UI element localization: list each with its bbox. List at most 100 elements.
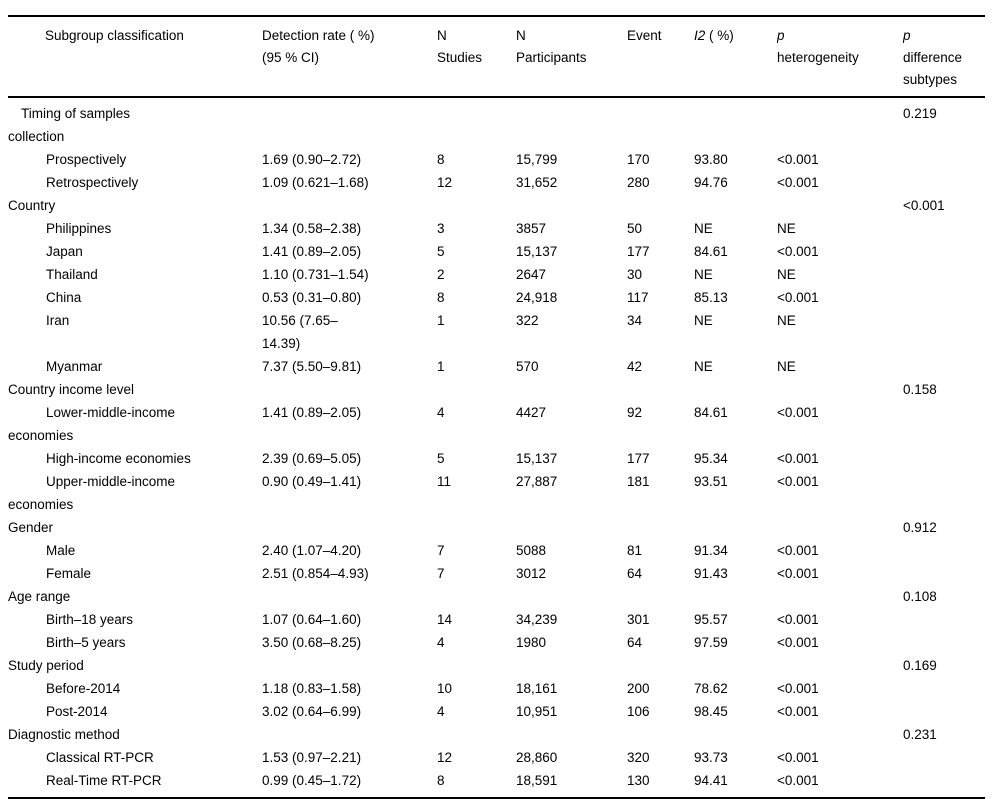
cell-p-het: <0.001 — [777, 405, 819, 420]
cell-label: Lower-middle-income economies — [8, 405, 176, 443]
cell-i2 — [694, 723, 777, 746]
cell-n-participants — [516, 723, 627, 746]
cell-detection: 3.50 (0.68–8.25) — [262, 635, 362, 650]
p-symbol: p — [777, 28, 785, 43]
cell-p-diff: <0.001 — [903, 198, 945, 213]
cell-n-studies: 5 — [437, 244, 445, 259]
cell-detection — [262, 723, 437, 746]
cell-i2: 91.34 — [694, 543, 728, 558]
subgroup-section-row: Timing of samples collection 0.219 — [8, 97, 985, 148]
cell-label: Timing of samples collection — [8, 106, 131, 144]
cell-p-het: <0.001 — [777, 612, 819, 627]
subgroup-item-row: Post-2014 3.02 (0.64–6.99) 4 10,951 106 98.45… — [8, 700, 985, 723]
cell-detection: 2.51 (0.854–4.93) — [262, 566, 369, 581]
subgroup-item-row: Retrospectively 1.09 (0.621–1.68) 12 31,652… — [8, 171, 985, 194]
cell-p-diff: 0.169 — [903, 658, 937, 673]
cell-i2: 93.51 — [694, 474, 728, 489]
subgroup-section-row: Age range 0.108 — [8, 585, 985, 608]
cell-p-het: NE — [777, 221, 796, 236]
cell-p-het: <0.001 — [777, 543, 819, 558]
cell-label: Country — [8, 198, 56, 213]
cell-event: 92 — [627, 405, 643, 420]
cell-n-participants: 31,652 — [516, 175, 558, 190]
cell-p-diff — [903, 148, 985, 171]
subgroup-item-row: Before-2014 1.18 (0.83–1.58) 10 18,161 200 78… — [8, 677, 985, 700]
col-header-n-studies: N Studies — [437, 16, 516, 98]
subgroup-item-row: Real-Time RT-PCR 0.99 (0.45–1.72) 8 18,591 1… — [8, 769, 985, 798]
cell-event: 177 — [627, 244, 650, 259]
cell-event — [627, 723, 694, 746]
cell-label: Female — [46, 566, 92, 581]
cell-p-diff: 0.158 — [903, 382, 937, 397]
cell-n-participants: 15,137 — [516, 244, 558, 259]
cell-i2: 95.57 — [694, 612, 728, 627]
subgroup-item-row: Birth–5 years 3.50 (0.68–8.25) 4 1980 64 97.5… — [8, 631, 985, 654]
cell-event: 64 — [627, 635, 643, 650]
cell-n-studies: 1 — [437, 313, 445, 328]
cell-i2: NE — [694, 359, 713, 374]
cell-n-studies: 10 — [437, 681, 453, 696]
cell-detection: 1.10 (0.731–1.54) — [262, 267, 369, 282]
cell-detection — [262, 378, 437, 401]
subgroup-item-row: China 0.53 (0.31–0.80) 8 24,918 117 85.13 <0.0… — [8, 286, 985, 309]
cell-label: Classical RT-PCR — [46, 750, 154, 765]
cell-p-het: <0.001 — [777, 451, 819, 466]
cell-n-studies: 14 — [437, 612, 453, 627]
cell-n-participants: 15,137 — [516, 451, 558, 466]
cell-detection: 0.99 (0.45–1.72) — [262, 773, 362, 788]
cell-n-participants: 3857 — [516, 221, 547, 236]
cell-n-studies: 7 — [437, 566, 445, 581]
cell-label: Retrospectively — [46, 175, 139, 190]
cell-p-diff: 0.912 — [903, 520, 937, 535]
cell-p-diff — [903, 240, 985, 263]
cell-n-participants — [516, 97, 627, 148]
cell-detection: 1.41 (0.89–2.05) — [262, 244, 362, 259]
subgroup-item-row: Birth–18 years 1.07 (0.64–1.60) 14 34,239 30… — [8, 608, 985, 631]
i2-unit: ( %) — [705, 28, 734, 43]
cell-n-studies — [437, 516, 516, 539]
table-header: Subgroup classification Detection rate (… — [8, 16, 985, 98]
cell-p-diff — [903, 677, 985, 700]
cell-p-diff — [903, 608, 985, 631]
p-symbol: p — [903, 28, 911, 43]
subgroup-section-row: Diagnostic method 0.231 — [8, 723, 985, 746]
cell-i2: 84.61 — [694, 244, 728, 259]
subgroup-item-row: Myanmar 7.37 (5.50–9.81) 1 570 42 NE NE — [8, 355, 985, 378]
cell-label: Post-2014 — [46, 704, 108, 719]
cell-p-diff — [903, 355, 985, 378]
cell-i2: 78.62 — [694, 681, 728, 696]
table-body: Timing of samples collection 0.219 Prospec… — [8, 97, 985, 798]
cell-event: 117 — [627, 290, 649, 305]
cell-n-participants — [516, 654, 627, 677]
cell-detection: 1.07 (0.64–1.60) — [262, 612, 362, 627]
cell-p-het: <0.001 — [777, 566, 819, 581]
cell-event: 170 — [627, 152, 650, 167]
cell-i2: 93.73 — [694, 750, 728, 765]
cell-event: 280 — [627, 175, 650, 190]
cell-n-studies: 5 — [437, 451, 445, 466]
cell-event — [627, 194, 694, 217]
cell-label: Upper-middle-income economies — [8, 474, 176, 512]
cell-n-participants: 2647 — [516, 267, 547, 282]
i2-symbol: I2 — [694, 28, 706, 43]
cell-p-het: NE — [777, 359, 796, 374]
p-heterogeneity-word: heterogeneity — [777, 50, 859, 65]
cell-label: China — [46, 290, 82, 305]
cell-n-studies: 11 — [437, 474, 452, 489]
cell-event: 42 — [627, 359, 643, 374]
cell-label: Gender — [8, 520, 54, 535]
cell-n-studies: 1 — [437, 359, 445, 374]
cell-n-participants: 28,860 — [516, 750, 558, 765]
cell-p-diff: 0.219 — [903, 106, 937, 121]
cell-event — [627, 654, 694, 677]
cell-event: 81 — [627, 543, 643, 558]
cell-p-het: <0.001 — [777, 244, 819, 259]
cell-label: Birth–18 years — [46, 612, 134, 627]
cell-p-het: <0.001 — [777, 290, 819, 305]
cell-i2: NE — [694, 313, 713, 328]
cell-n-studies: 7 — [437, 543, 445, 558]
cell-event: 200 — [627, 681, 650, 696]
cell-detection: 1.09 (0.621–1.68) — [262, 175, 369, 190]
cell-event — [627, 585, 694, 608]
cell-p-diff — [903, 401, 985, 447]
